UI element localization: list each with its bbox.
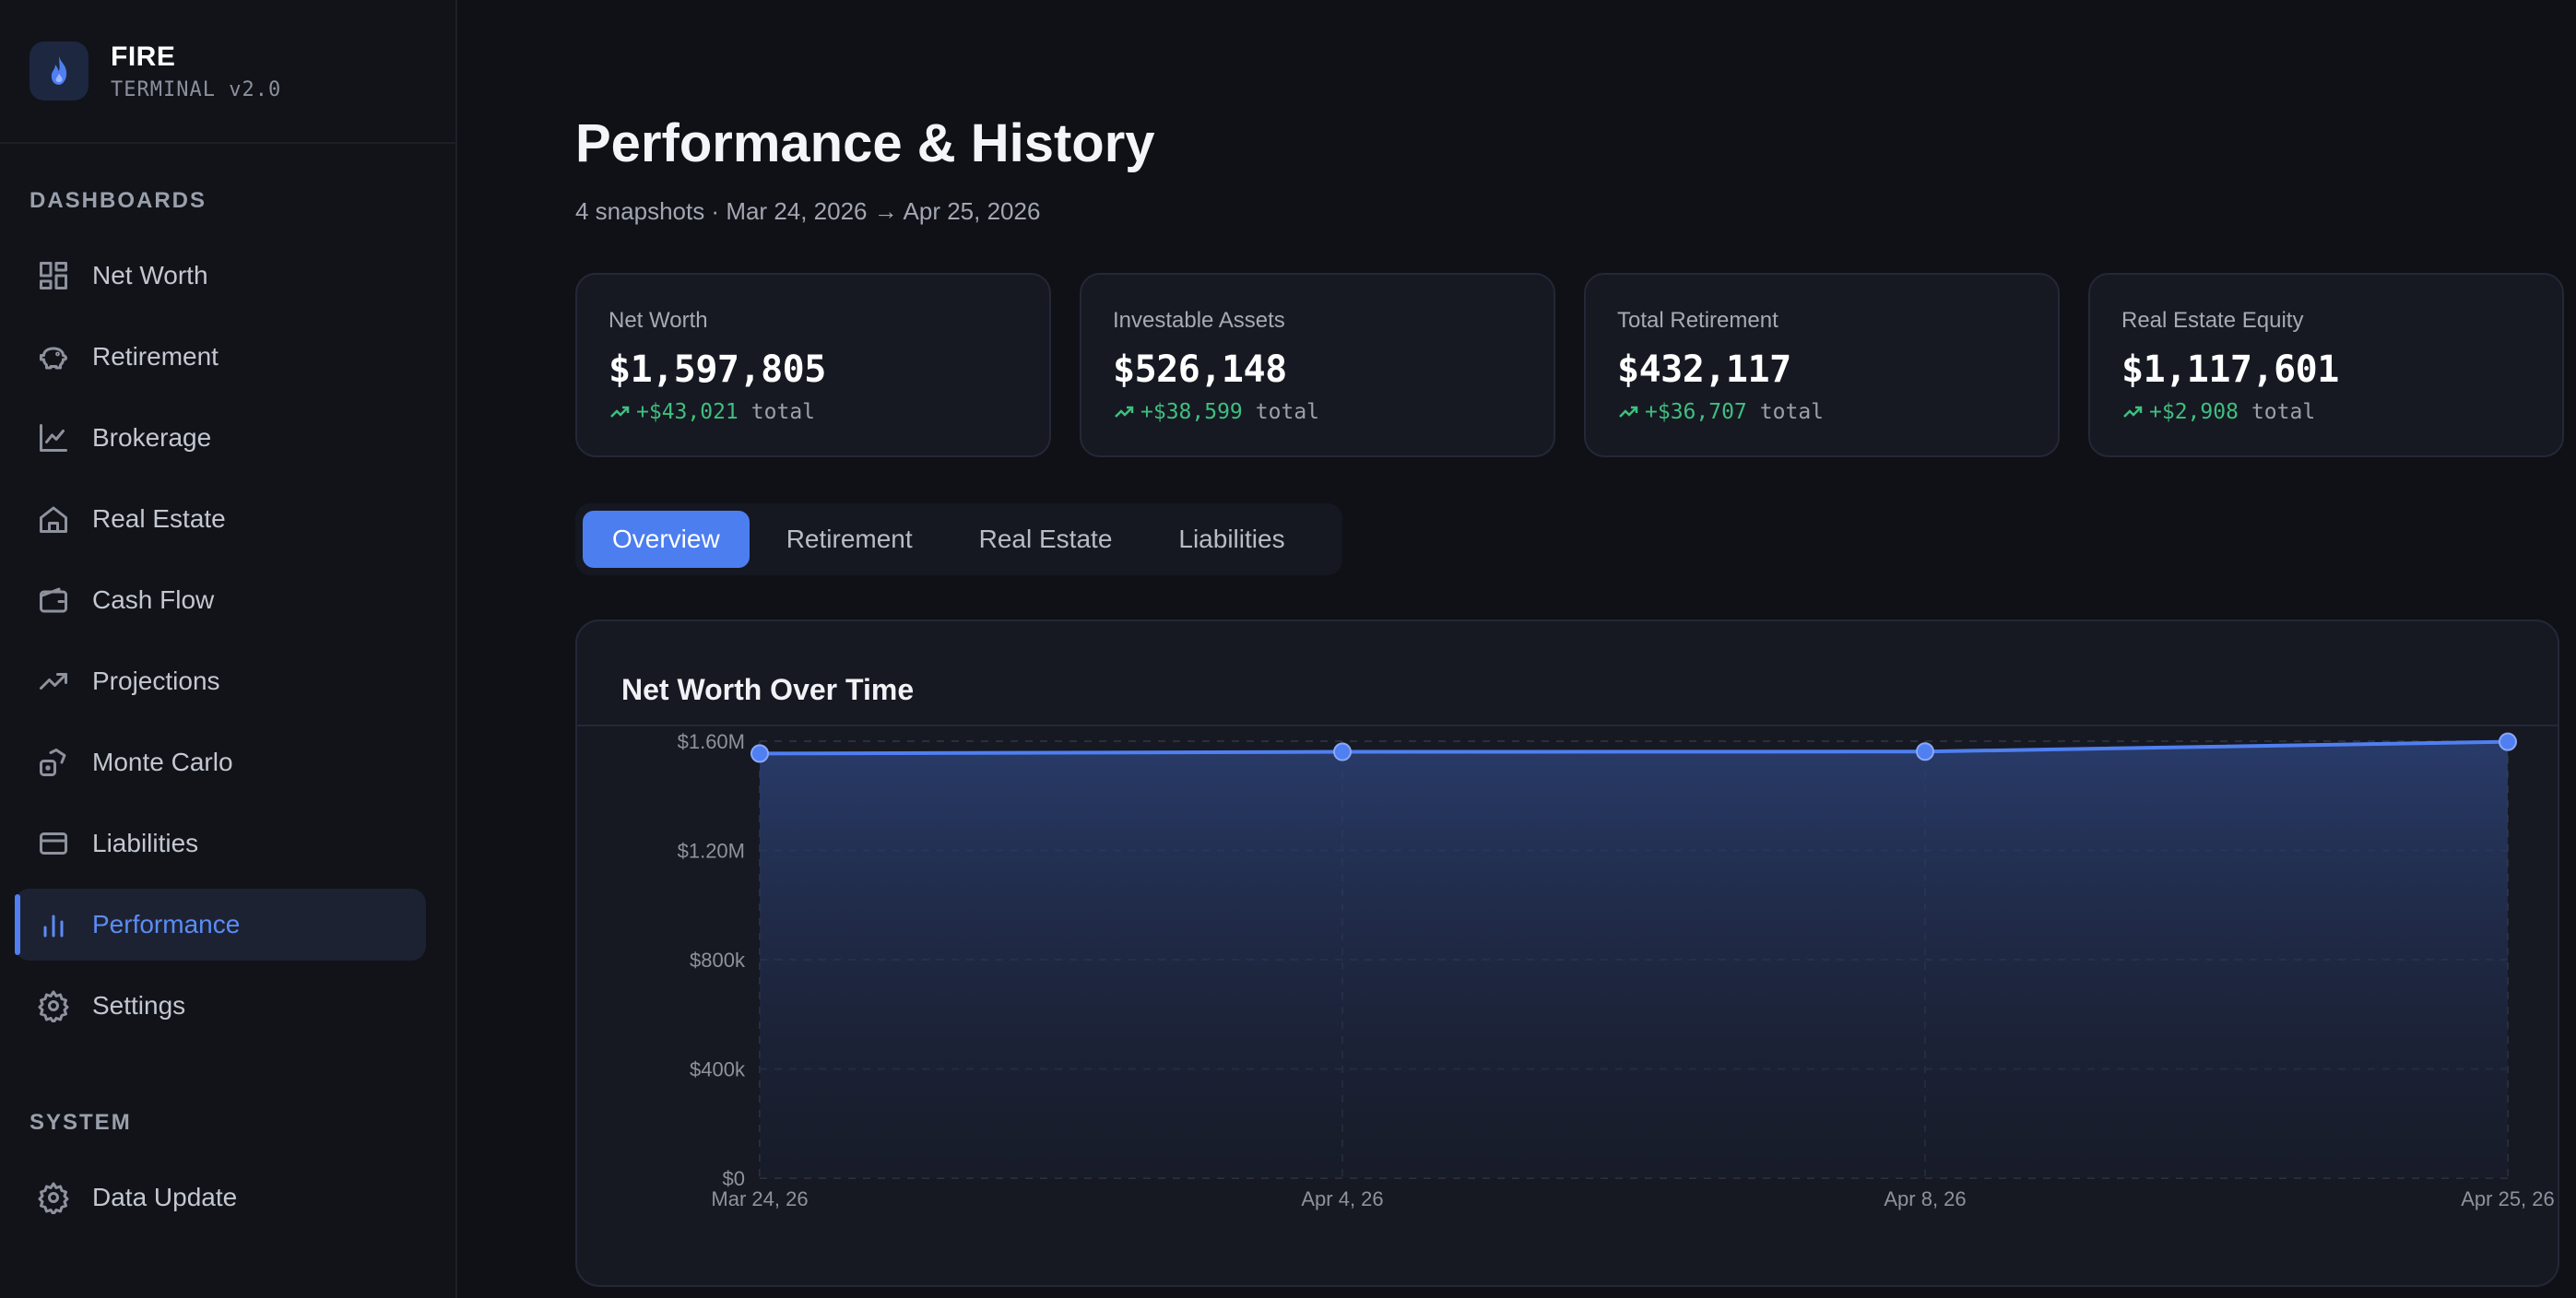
- gear-icon: [35, 987, 72, 1024]
- stat-value: $1,117,601: [2121, 348, 2339, 391]
- stat-change-suffix: total: [750, 400, 816, 424]
- line-chart-icon: [35, 419, 72, 456]
- y-tick-label: $1.60M: [678, 730, 745, 753]
- stat-value: $526,148: [1113, 348, 1287, 391]
- trending-up-icon: [35, 663, 72, 700]
- brand-subtitle: TERMINAL v2.0: [111, 77, 282, 101]
- sidebar-item-label: Projections: [92, 667, 220, 695]
- grid-icon: [35, 257, 72, 294]
- stat-change-suffix: total: [1255, 400, 1320, 424]
- sidebar-item-retirement[interactable]: Retirement: [15, 321, 426, 393]
- chart-data-point: [1333, 742, 1352, 761]
- stat-change: +$38,599 total: [1113, 400, 1554, 424]
- flame-icon: [30, 41, 89, 100]
- x-tick-label: Apr 4, 26: [1301, 1187, 1383, 1210]
- bar-chart-icon: [35, 906, 72, 943]
- stat-card-real-estate-equity: Real Estate Equity $1,117,601 +$2,908 to…: [2088, 273, 2564, 457]
- sidebar-item-label: Cash Flow: [92, 585, 215, 614]
- credit-card-icon: [35, 825, 72, 862]
- sidebar-item-performance[interactable]: Performance: [15, 889, 426, 961]
- trending-up-icon: [2123, 406, 2143, 418]
- y-tick-label: $0: [723, 1167, 745, 1190]
- sidebar-item-settings[interactable]: Settings: [15, 970, 426, 1042]
- chart-data-point: [2499, 732, 2517, 751]
- stat-change: +$43,021 total: [609, 400, 1049, 424]
- sidebar-item-net-worth[interactable]: Net Worth: [15, 240, 426, 312]
- brand: FIRE TERMINAL v2.0: [0, 0, 455, 144]
- stat-label: Real Estate Equity: [2121, 308, 2304, 333]
- chart-area-fill: [760, 741, 2508, 1178]
- sidebar-item-label: Retirement: [92, 342, 219, 371]
- x-tick-label: Apr 8, 26: [1884, 1187, 1966, 1210]
- trending-up-icon: [1619, 406, 1638, 418]
- trending-up-icon: [1115, 406, 1134, 418]
- dashboards-section-label: DASHBOARDS: [30, 188, 207, 213]
- tab-retirement[interactable]: Retirement: [786, 525, 913, 553]
- sidebar-item-label: Monte Carlo: [92, 748, 233, 776]
- sidebar-item-liabilities[interactable]: Liabilities: [15, 808, 426, 879]
- stat-value: $1,597,805: [609, 348, 826, 391]
- stat-label: Investable Assets: [1113, 308, 1285, 333]
- sidebar-item-label: Real Estate: [92, 504, 226, 533]
- stat-card-investable-assets: Investable Assets $526,148 +$38,599 tota…: [1080, 273, 1555, 457]
- stat-change-suffix: total: [1759, 400, 1825, 424]
- x-tick-label: Apr 25, 26: [2461, 1187, 2555, 1210]
- stat-change-value: +$36,707: [1645, 400, 1747, 424]
- main-content: Performance & History 4 snapshots · Mar …: [457, 0, 2576, 1298]
- sidebar-item-real-estate[interactable]: Real Estate: [15, 483, 426, 555]
- sidebar-item-label: Net Worth: [92, 261, 208, 289]
- sidebar-item-label: Settings: [92, 991, 186, 1020]
- tab-liabilities[interactable]: Liabilities: [1178, 525, 1285, 553]
- chart-divider: [577, 725, 2558, 726]
- chart-data-point: [1916, 742, 1934, 761]
- stat-change-value: +$38,599: [1140, 400, 1243, 424]
- home-icon: [35, 501, 72, 537]
- system-section-label: SYSTEM: [30, 1110, 132, 1135]
- y-tick-label: $1.20M: [678, 840, 745, 863]
- sidebar-item-label: Liabilities: [92, 829, 199, 857]
- stat-value: $432,117: [1617, 348, 1791, 391]
- chart-title: Net Worth Over Time: [621, 673, 915, 706]
- x-tick-label: Mar 24, 26: [711, 1187, 808, 1210]
- tab-overview[interactable]: Overview: [583, 511, 750, 568]
- stat-change-suffix: total: [2251, 400, 2316, 424]
- piggy-bank-icon: [35, 338, 72, 375]
- stat-change-value: +$2,908: [2149, 400, 2239, 424]
- sidebar-item-data-update[interactable]: Data Update: [15, 1162, 426, 1233]
- stat-card-net-worth: Net Worth $1,597,805 +$43,021 total: [575, 273, 1051, 457]
- stat-change: +$2,908 total: [2121, 400, 2562, 424]
- sidebar-item-brokerage[interactable]: Brokerage: [15, 402, 426, 474]
- y-tick-label: $800k: [690, 949, 746, 972]
- stat-label: Net Worth: [609, 308, 708, 333]
- gear-icon: [35, 1179, 72, 1216]
- brand-title: FIRE: [111, 41, 176, 72]
- sidebar-item-projections[interactable]: Projections: [15, 645, 426, 717]
- stat-label: Total Retirement: [1617, 308, 1778, 333]
- chart-data-point: [750, 744, 769, 763]
- sidebar-item-cash-flow[interactable]: Cash Flow: [15, 564, 426, 636]
- trending-up-icon: [610, 406, 630, 418]
- sidebar-item-monte-carlo[interactable]: Monte Carlo: [15, 726, 426, 798]
- stat-change: +$36,707 total: [1617, 400, 2058, 424]
- page-subtitle: 4 snapshots · Mar 24, 2026 → Apr 25, 202…: [575, 197, 1041, 225]
- sidebar: FIRE TERMINAL v2.0 DASHBOARDS Net Worth …: [0, 0, 457, 1298]
- chart-series-line: [759, 739, 2509, 756]
- y-tick-label: $400k: [690, 1058, 746, 1081]
- stat-card-total-retirement: Total Retirement $432,117 +$36,707 total: [1584, 273, 2060, 457]
- sidebar-item-label: Performance: [92, 910, 241, 938]
- sidebar-item-label: Brokerage: [92, 423, 212, 452]
- stat-change-value: +$43,021: [636, 400, 739, 424]
- net-worth-chart-card: Net Worth Over Time $0 $400k $800k $1.20M $1…: [575, 620, 2559, 1287]
- tab-real-estate[interactable]: Real Estate: [978, 525, 1113, 553]
- page-title: Performance & History: [575, 113, 1155, 173]
- dice-icon: [35, 744, 72, 781]
- tab-bar: Overview Retirement Real Estate Liabilit…: [575, 503, 1342, 575]
- wallet-icon: [35, 582, 72, 619]
- sidebar-item-label: Data Update: [92, 1183, 238, 1211]
- net-worth-area-chart: $0 $400k $800k $1.20M $1.60M Mar 24, 26 Apr 4,…: [678, 730, 2555, 1210]
